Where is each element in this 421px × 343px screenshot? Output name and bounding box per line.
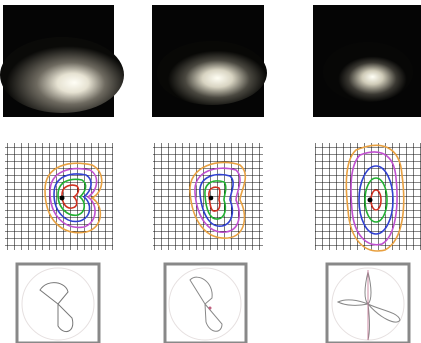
polar-diagram (325, 262, 411, 343)
contour (204, 180, 227, 220)
contour-row (5, 143, 421, 252)
polar-circle (21, 267, 95, 341)
grid (5, 143, 113, 250)
contour (194, 167, 241, 233)
light-spot (323, 42, 413, 102)
contour (358, 165, 394, 235)
contour (61, 184, 80, 209)
polar-curve (39, 282, 74, 333)
contour-plot (5, 143, 113, 250)
light-spot (0, 37, 124, 113)
polar-curve (189, 276, 223, 332)
light-spot (157, 41, 267, 105)
contour-plot (153, 143, 263, 250)
center-dot (59, 195, 65, 201)
polar-diagram (15, 262, 101, 343)
photo-row (0, 5, 421, 117)
contour (49, 167, 98, 229)
contour (208, 186, 221, 212)
contour (53, 173, 92, 223)
contour (199, 173, 234, 227)
polar-point (208, 306, 212, 310)
contour (44, 162, 103, 234)
contour (57, 178, 87, 217)
contour (350, 151, 398, 246)
polar-row (15, 262, 411, 343)
contour (345, 144, 405, 252)
contour-plot (315, 143, 421, 252)
center-dot (367, 197, 373, 203)
contour (189, 161, 247, 239)
center-dot (208, 195, 214, 201)
contour (364, 177, 388, 223)
polar-circle (168, 267, 242, 341)
polar-diagram (163, 262, 248, 343)
grid (315, 143, 421, 250)
